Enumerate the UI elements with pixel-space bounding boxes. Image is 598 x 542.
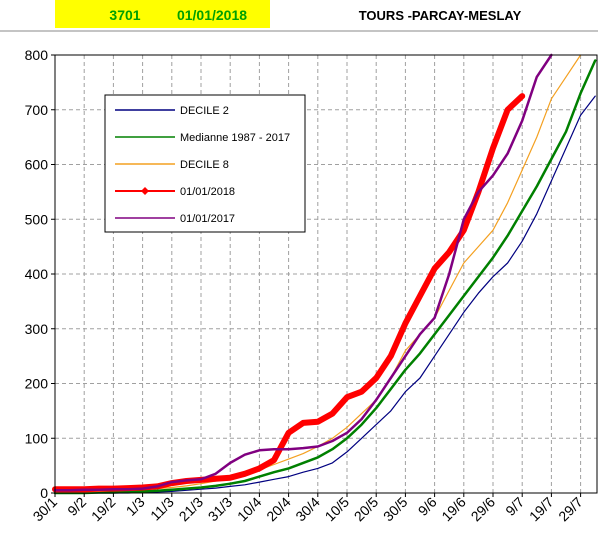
location: TOURS -PARCAY-MESLAY (359, 8, 522, 23)
y-tick-label: 100 (25, 430, 49, 446)
x-tick-label: 19/7 (526, 494, 557, 525)
x-tick-label: 9/2 (64, 494, 89, 519)
x-tick-label: 29/6 (468, 494, 499, 525)
x-tick-label: 20/5 (351, 494, 382, 525)
y-tick-label: 0 (40, 485, 48, 501)
x-tick-label: 19/2 (88, 494, 119, 525)
y-tick-label: 800 (25, 47, 49, 63)
x-tick-label: 10/5 (322, 494, 353, 525)
header-date: 01/01/2018 (177, 7, 247, 23)
series-line (53, 59, 597, 495)
station: 3701 (109, 7, 140, 23)
x-tick-label: 30/4 (292, 494, 323, 525)
legend-marker (141, 187, 149, 195)
x-tick-label: 9/6 (415, 494, 440, 519)
legend-label: Medianne 1987 - 2017 (180, 132, 290, 144)
x-tick-label: 20/4 (263, 494, 294, 525)
x-tick-label: 19/6 (438, 494, 469, 525)
legend: DECILE 2 Medianne 1987 - 2017 DECILE 8 01/0… (104, 94, 306, 233)
x-tick-label: 31/3 (205, 494, 236, 525)
y-tick-label: 500 (25, 211, 49, 227)
y-tick-label: 300 (25, 321, 49, 337)
x-tick-label: 29/7 (555, 494, 586, 525)
x-tick-label: 30/1 (30, 494, 61, 525)
x-tick-label: 1/3 (123, 494, 148, 519)
legend-label: DECILE 8 (180, 159, 229, 171)
series-line (53, 53, 553, 492)
y-tick-label: 600 (25, 157, 49, 173)
y-tick-label: 400 (25, 266, 49, 282)
x-tick-label: 10/4 (234, 494, 265, 525)
lines (52, 53, 597, 495)
x-tick-label: 9/7 (502, 494, 527, 519)
header-highlight (55, 0, 270, 28)
y-tick-label: 700 (25, 102, 49, 118)
x-tick-label: 11/3 (147, 494, 177, 524)
y-tick-label: 200 (25, 376, 49, 392)
legend-label: DECILE 2 (180, 105, 229, 117)
legend-label: 01/01/2018 (180, 186, 235, 198)
legend-label: 01/01/2017 (180, 213, 235, 225)
x-tick-label: 30/5 (380, 494, 411, 525)
x-tick-label: 21/3 (176, 494, 207, 525)
